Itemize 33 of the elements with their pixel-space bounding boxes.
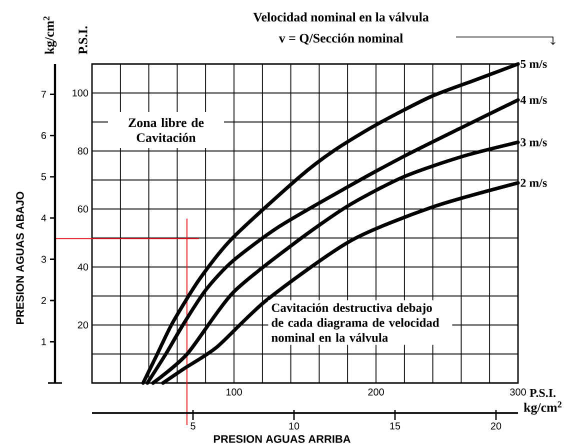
- annotation: Zona libre de Cavitación: [128, 118, 204, 142]
- y-axis-title: P.S.I.: [78, 26, 88, 54]
- series-label: 2 m/s: [520, 178, 547, 187]
- y2-tick-label: 7: [41, 90, 46, 98]
- text: PRESION AGUAS ARRIBA: [214, 435, 350, 443]
- y2-tick-label: 4: [41, 214, 46, 222]
- y2-tick-label: 6: [41, 132, 46, 140]
- y2-axis-title: kg/cm$^{2}$: [43, 16, 57, 54]
- y-tick-label: 60: [78, 205, 88, 213]
- y-tick-label: 40: [78, 263, 88, 271]
- x2-axis-title: kg/cm$^{2}$: [524, 401, 562, 415]
- y2-tick-label: 1: [42, 338, 46, 346]
- x2-tick-label: 10: [289, 422, 300, 430]
- series-label: 4 m/s: [520, 96, 547, 104]
- x-tick-label: 200: [368, 388, 384, 396]
- x-tick-label: 100: [226, 388, 242, 396]
- series-label: 3 m/s: [520, 138, 547, 146]
- text: PRESION AGUAS ABAJO: [16, 192, 24, 324]
- x-tick-label: 300: [510, 388, 526, 396]
- x2-tick-label: 15: [390, 422, 400, 430]
- x-axis-title: P.S.I.: [530, 388, 556, 398]
- y-tick-label: 100: [72, 89, 88, 97]
- y-tick-label: 20: [78, 321, 88, 329]
- y2-tick-label: 3: [41, 256, 46, 263]
- x2-tick-label: 5: [190, 422, 196, 430]
- y2-tick-label: 2: [41, 297, 46, 304]
- x2-tick-label: 20: [490, 422, 502, 430]
- y-tick-label: 80: [78, 147, 88, 155]
- series-label: 5 m/s: [520, 60, 547, 68]
- chart-subtitle: v = Q/Sección nominal: [278, 33, 403, 45]
- y2-tick-label: 5: [41, 173, 46, 180]
- chart-title: Velocidad nominal en la válvula: [253, 12, 429, 22]
- annotation: Cavitación destructiva debajo de cada diagrama de velocidad nominal en la válvula: [272, 303, 440, 342]
